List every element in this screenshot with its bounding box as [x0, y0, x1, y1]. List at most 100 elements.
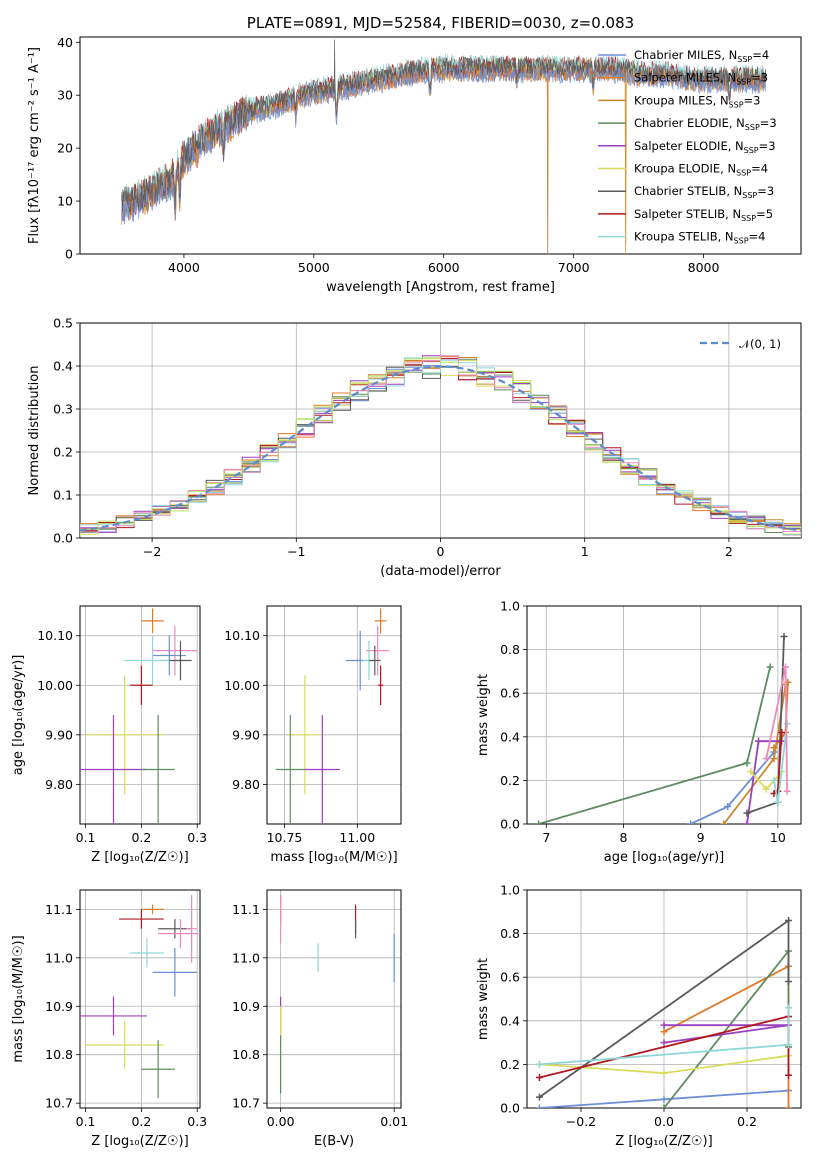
legend-entry: Chabrier STELIB, NSSP=3 — [634, 184, 774, 200]
y-tick-label: 10.00 — [37, 678, 73, 693]
x-tick-label: 6000 — [428, 260, 460, 275]
y-axis-label: Normed distribution — [27, 366, 42, 496]
weight-marker — [535, 1060, 543, 1068]
errorbar-point — [304, 715, 340, 824]
weight-marker — [743, 809, 751, 817]
x-axis-label: wavelength [Angstrom, rest frame] — [326, 280, 555, 295]
y-tick-label: 30 — [57, 88, 73, 103]
legend-label: Kroupa ELODIE, N — [634, 162, 736, 176]
weight-marker — [720, 820, 728, 824]
weight-marker — [755, 737, 763, 745]
x-tick-label: 1 — [581, 544, 589, 559]
plot-frame — [79, 322, 802, 539]
legend-subscript: SSP — [744, 146, 759, 155]
x-axis-label: E(B-V) — [314, 1134, 354, 1149]
errorbar-point — [141, 1040, 175, 1099]
legend-suffix: =3 — [757, 184, 774, 198]
x-tick-label: 8 — [620, 830, 628, 845]
legend-suffix: =3 — [744, 93, 761, 107]
panel-4: 10.75 11.00 9.80 9.90 10.00 10.10 mass [log₁₀(… — [224, 605, 402, 865]
x-tick-label: 0 — [437, 544, 445, 559]
x-tick-label: 5000 — [298, 260, 330, 275]
y-tick-label: 10.10 — [37, 628, 73, 643]
y-tick-label: 40 — [57, 35, 73, 50]
weight-marker — [535, 820, 543, 824]
x-tick-label: 10 — [770, 830, 786, 845]
x-axis-label: mass [log₁₀(M/M☉)] — [270, 850, 397, 865]
y-tick-label: 0 — [65, 247, 73, 262]
errorbar-point — [85, 675, 164, 795]
y-tick-label: 0.0 — [53, 531, 73, 546]
plot-area — [80, 608, 198, 824]
panel-5: 7 8 9 10 0.0 0.2 0.4 0.6 0.8 1.0 age [log₁₀(age/yr… — [476, 599, 802, 865]
chart-title: PLATE=0891, MJD=52584, FIBERID=0030, z=0… — [247, 14, 634, 32]
weight-line — [765, 666, 788, 792]
weight-marker — [743, 820, 751, 824]
y-tick-label: 10.8 — [45, 1047, 73, 1062]
y-tick-label: 1.0 — [500, 883, 520, 898]
y-axis-label: mass weight — [476, 674, 491, 756]
y-tick-label: 11.0 — [45, 950, 73, 965]
weight-marker — [785, 1004, 793, 1012]
x-tick-label: 11.00 — [339, 830, 375, 845]
weight-line — [663, 1024, 789, 1044]
legend-entry: Salpeter STELIB, NSSP=5 — [634, 207, 773, 223]
errorbar-point — [169, 640, 192, 681]
x-axis-label: age [log₁₀(age/yr)] — [604, 850, 725, 865]
legend-label: Salpeter ELODIE, N — [634, 139, 744, 153]
x-tick-label: 0.2 — [131, 1114, 151, 1129]
errorbar-point — [366, 625, 390, 676]
weight-marker — [762, 755, 770, 763]
y-tick-label: 0.4 — [500, 1013, 520, 1028]
plot-frame — [79, 36, 802, 255]
errorbar-point — [158, 919, 200, 949]
y-tick-label: 20 — [57, 141, 73, 156]
errorbar-point — [80, 715, 147, 824]
weight-marker — [783, 787, 791, 795]
x-axis-label: Z [log₁₀(Z/Z☉)] — [91, 850, 188, 865]
plot-area — [80, 355, 801, 538]
errorbar-point — [374, 608, 387, 634]
weight-line — [663, 948, 790, 1108]
panel-3: 0.1 0.2 0.3 9.80 9.90 10.00 10.10 Z [log₁₀(Z/Z☉… — [11, 605, 207, 865]
weight-marker — [778, 728, 786, 736]
weight-marker — [766, 663, 774, 671]
weight-marker — [780, 633, 788, 641]
weight-marker — [660, 1039, 668, 1047]
panel-8: −0.2 0.0 0.2 0.0 0.2 0.4 0.6 0.8 1.0 Z [log₁₀(Z/Z… — [476, 883, 802, 1149]
legend-entry: Kroupa MILES, NSSP=3 — [634, 93, 760, 109]
weight-marker — [785, 1104, 793, 1108]
plot-frame — [526, 605, 802, 825]
spectrum-line — [121, 60, 767, 254]
legend-label: Chabrier STELIB, N — [634, 184, 742, 198]
plot-area — [121, 39, 767, 254]
x-tick-label: 0.3 — [187, 1114, 207, 1129]
legend-label: Chabrier MILES, N — [634, 48, 737, 62]
legend-entry: 𝒩(0, 1) — [739, 337, 781, 351]
weight-marker — [660, 1021, 668, 1029]
plot-area — [535, 633, 792, 824]
y-tick-label: 10 — [57, 194, 73, 209]
errorbar-point — [141, 715, 175, 824]
y-tick-label: 9.80 — [232, 777, 260, 792]
x-tick-label: 0.01 — [380, 1114, 408, 1129]
panel-7: 0.00 0.01 10.7 10.8 10.9 11.0 11.1 E(B-V) — [232, 889, 408, 1149]
legend-suffix: =3 — [751, 71, 768, 85]
weight-series — [660, 962, 793, 1108]
x-tick-label: −2 — [143, 544, 161, 559]
weight-marker — [785, 1041, 793, 1049]
plot-area — [280, 894, 395, 1094]
legend-label: Chabrier ELODIE, N — [634, 116, 745, 130]
errorbar-point — [152, 948, 198, 997]
legend-suffix: =4 — [752, 48, 769, 62]
weight-line — [663, 964, 790, 1108]
weight-marker — [782, 663, 790, 671]
x-tick-label: 7 — [542, 830, 550, 845]
weight-marker — [535, 1073, 543, 1081]
legend-suffix: =4 — [751, 162, 768, 176]
y-tick-label: 1.0 — [500, 599, 520, 614]
errorbar-point — [275, 715, 305, 824]
x-tick-label: 0.00 — [267, 1114, 295, 1129]
y-tick-label: 0.4 — [500, 729, 520, 744]
legend-entry: Kroupa STELIB, NSSP=4 — [634, 230, 765, 246]
